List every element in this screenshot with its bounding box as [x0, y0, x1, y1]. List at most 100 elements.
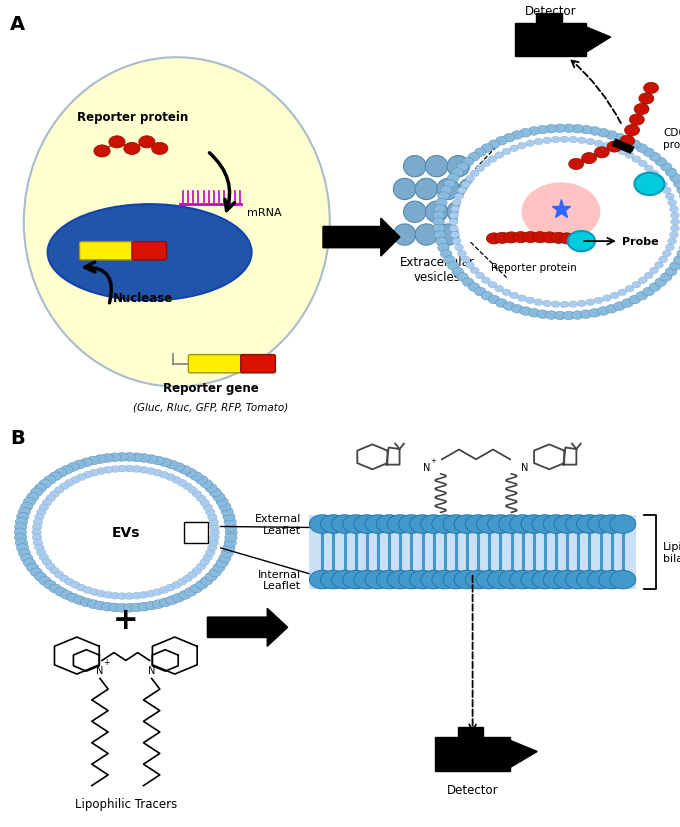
Circle shape [634, 104, 649, 116]
Circle shape [27, 493, 39, 502]
Circle shape [152, 600, 165, 609]
Circle shape [481, 145, 493, 153]
Circle shape [452, 268, 464, 276]
Circle shape [65, 480, 74, 487]
Circle shape [594, 147, 609, 159]
Circle shape [16, 539, 28, 547]
Circle shape [190, 585, 203, 593]
Ellipse shape [437, 225, 460, 246]
Circle shape [365, 571, 391, 589]
Circle shape [441, 186, 452, 195]
Circle shape [566, 571, 592, 589]
Circle shape [184, 588, 197, 596]
Circle shape [16, 544, 29, 552]
Circle shape [614, 134, 626, 143]
Circle shape [503, 134, 515, 143]
Circle shape [577, 515, 602, 533]
FancyBboxPatch shape [435, 737, 510, 771]
Circle shape [61, 590, 73, 600]
Circle shape [644, 273, 653, 280]
Circle shape [421, 571, 447, 589]
FancyBboxPatch shape [80, 242, 135, 261]
Circle shape [466, 176, 475, 183]
Circle shape [118, 466, 127, 472]
Circle shape [59, 483, 69, 490]
Circle shape [586, 299, 595, 306]
Text: N: N [424, 462, 430, 472]
Circle shape [139, 466, 148, 474]
Circle shape [611, 293, 619, 299]
Ellipse shape [426, 202, 448, 223]
Circle shape [528, 127, 540, 136]
Circle shape [443, 256, 455, 265]
Circle shape [46, 495, 55, 502]
Circle shape [660, 273, 672, 282]
Circle shape [625, 286, 634, 293]
Circle shape [458, 251, 466, 257]
Circle shape [543, 138, 551, 145]
Circle shape [221, 508, 233, 516]
Circle shape [23, 559, 35, 567]
Circle shape [468, 153, 479, 162]
Circle shape [87, 457, 99, 466]
Circle shape [534, 299, 543, 306]
Circle shape [42, 500, 52, 506]
Circle shape [110, 592, 120, 600]
Circle shape [495, 286, 504, 293]
Circle shape [433, 225, 445, 233]
Circle shape [46, 563, 55, 570]
Circle shape [517, 295, 526, 302]
Circle shape [101, 603, 114, 611]
Circle shape [632, 156, 641, 163]
Text: Reporter gene: Reporter gene [163, 382, 258, 395]
Circle shape [496, 299, 507, 308]
Circle shape [488, 141, 500, 150]
Circle shape [434, 205, 445, 214]
Circle shape [486, 233, 501, 245]
Circle shape [398, 571, 424, 589]
Ellipse shape [393, 179, 416, 200]
Text: Probe: Probe [622, 237, 659, 246]
Ellipse shape [415, 225, 438, 246]
Circle shape [35, 484, 47, 493]
Circle shape [343, 515, 369, 533]
Circle shape [332, 571, 358, 589]
Circle shape [520, 129, 531, 138]
Circle shape [18, 549, 31, 558]
Circle shape [481, 278, 490, 284]
Circle shape [462, 158, 474, 167]
Circle shape [365, 515, 391, 533]
Circle shape [457, 163, 469, 172]
Circle shape [224, 518, 236, 527]
Circle shape [27, 564, 39, 572]
Circle shape [488, 571, 513, 589]
Circle shape [543, 301, 551, 308]
Circle shape [83, 587, 92, 594]
Circle shape [577, 571, 602, 589]
FancyBboxPatch shape [515, 24, 586, 57]
Circle shape [409, 571, 435, 589]
Ellipse shape [48, 205, 252, 301]
Circle shape [471, 171, 479, 178]
Circle shape [183, 483, 192, 490]
Circle shape [76, 474, 86, 481]
Circle shape [498, 515, 524, 533]
Circle shape [581, 153, 596, 165]
Circle shape [449, 213, 458, 219]
Circle shape [37, 509, 46, 516]
Circle shape [543, 571, 569, 589]
Circle shape [522, 183, 600, 241]
Circle shape [629, 296, 641, 304]
Circle shape [35, 572, 47, 581]
Circle shape [433, 212, 445, 220]
Circle shape [669, 232, 678, 239]
Circle shape [475, 288, 486, 296]
Text: Lipophilic Tracers: Lipophilic Tracers [75, 797, 177, 810]
Circle shape [443, 515, 469, 533]
Circle shape [225, 523, 237, 532]
Circle shape [209, 568, 221, 577]
Circle shape [566, 515, 592, 533]
Ellipse shape [415, 179, 438, 200]
Circle shape [225, 533, 237, 543]
Bar [309, 515, 636, 589]
